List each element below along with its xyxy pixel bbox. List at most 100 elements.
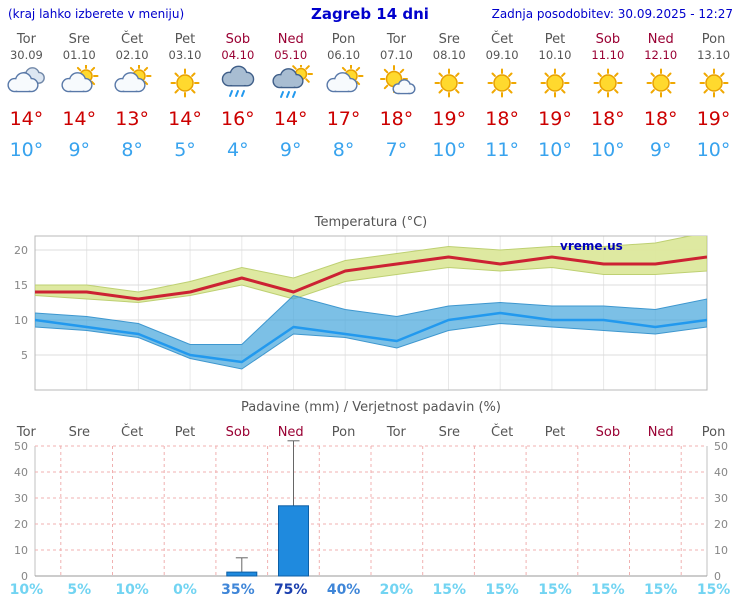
precip-day-label: Tor bbox=[386, 425, 407, 440]
day-name: Pet bbox=[544, 32, 566, 47]
day-name: Sre bbox=[438, 32, 460, 47]
day-max-temp: 19° bbox=[696, 108, 731, 130]
precip-probability: 35% bbox=[221, 582, 255, 598]
precip-probability: 10% bbox=[115, 582, 149, 598]
day-column[interactable]: Pon 06.10 17° 8° bbox=[317, 28, 370, 163]
day-name: Tor bbox=[16, 32, 36, 47]
precip-probability: 15% bbox=[433, 582, 467, 598]
day-min-temp: 11° bbox=[485, 139, 519, 161]
sun-behind-cloud-icon bbox=[317, 63, 370, 105]
svg-text:20: 20 bbox=[14, 518, 28, 531]
tmin-band bbox=[35, 294, 707, 370]
tmax-band bbox=[35, 236, 707, 304]
precip-day-label: Pon bbox=[702, 425, 726, 440]
day-date: 10.10 bbox=[538, 48, 572, 62]
day-min-temp: 7° bbox=[385, 139, 408, 161]
precip-probability: 5% bbox=[67, 582, 91, 598]
last-updated: Zadnja posodobitev: 30.09.2025 - 12:27 bbox=[491, 7, 733, 21]
day-min-temp: 10° bbox=[591, 139, 625, 161]
rain-sun-icon bbox=[264, 62, 317, 105]
day-column[interactable]: Čet 09.10 18° 11° bbox=[476, 28, 529, 163]
day-date: 03.10 bbox=[168, 48, 202, 62]
precip-day-label: Sob bbox=[226, 425, 250, 440]
day-column[interactable]: Sre 01.10 14° 9° bbox=[53, 28, 106, 163]
precip-day-label: Ned bbox=[278, 425, 304, 440]
precip-bar bbox=[226, 571, 258, 577]
svg-text:30: 30 bbox=[714, 492, 728, 505]
day-column[interactable]: Pet 03.10 14° 5° bbox=[159, 28, 212, 163]
svg-text:5: 5 bbox=[21, 349, 28, 362]
day-name: Pet bbox=[174, 32, 196, 47]
precip-day-label: Čet bbox=[491, 424, 513, 440]
day-date: 02.10 bbox=[115, 48, 149, 62]
brand-watermark: vreme.us bbox=[560, 239, 623, 253]
precip-day-label: Pon bbox=[332, 425, 356, 440]
day-min-temp: 9° bbox=[68, 139, 91, 161]
day-max-temp: 13° bbox=[115, 108, 149, 130]
day-name: Ned bbox=[647, 32, 674, 47]
precip-probability: 15% bbox=[591, 582, 625, 598]
precip-day-label: Sre bbox=[69, 425, 90, 440]
day-min-temp: 10° bbox=[538, 139, 572, 161]
day-column[interactable]: Ned 05.10 14° 9° bbox=[264, 28, 317, 163]
precip-day-label: Sre bbox=[439, 425, 460, 440]
precip-day-label: Pet bbox=[545, 425, 565, 440]
precip-day-label: Čet bbox=[121, 424, 143, 440]
precipitation-chart: Padavine (mm) / Verjetnost padavin (%) To… bbox=[10, 400, 731, 598]
day-max-temp: 14° bbox=[273, 108, 308, 130]
day-name: Pon bbox=[701, 32, 726, 47]
day-max-temp: 14° bbox=[62, 108, 97, 130]
day-name: Tor bbox=[386, 32, 406, 47]
sunny-icon bbox=[423, 65, 476, 105]
day-min-temp: 9° bbox=[649, 139, 672, 161]
day-date: 30.09 bbox=[9, 48, 43, 62]
day-name: Čet bbox=[121, 32, 144, 47]
precip-probability: 75% bbox=[274, 582, 308, 598]
day-column[interactable]: Tor 30.09 14° 10° bbox=[0, 28, 53, 163]
day-max-temp: 18° bbox=[643, 108, 678, 130]
day-date: 05.10 bbox=[274, 48, 308, 62]
precip-day-label: Ned bbox=[648, 425, 674, 440]
menu-hint: (kraj lahko izberete v meniju) bbox=[8, 7, 185, 21]
day-column[interactable]: Pon 13.10 19° 10° bbox=[687, 28, 740, 163]
day-date: 12.10 bbox=[644, 48, 678, 62]
precip-probability: 0% bbox=[173, 582, 197, 598]
sunny-icon bbox=[529, 65, 582, 105]
day-min-temp: 10° bbox=[696, 139, 731, 161]
day-column[interactable]: Sob 04.10 16° 4° bbox=[211, 28, 264, 163]
day-max-temp: 16° bbox=[221, 108, 255, 130]
page-header: (kraj lahko izberete v meniju) Zagreb 14… bbox=[0, 4, 740, 26]
precip-day-label: Pet bbox=[175, 425, 195, 440]
day-name: Sob bbox=[225, 32, 251, 47]
day-column[interactable]: Pet 10.10 19° 10° bbox=[529, 28, 582, 163]
temp-chart-title: Temperatura (°C) bbox=[314, 215, 427, 230]
sun-cloud-icon bbox=[370, 65, 423, 105]
precip-probability: 15% bbox=[644, 582, 678, 598]
sun-behind-cloud-icon bbox=[106, 63, 159, 105]
day-column[interactable]: Sre 08.10 19° 10° bbox=[423, 28, 476, 163]
cloudy-icon bbox=[0, 65, 53, 105]
precip-probability: 15% bbox=[538, 582, 572, 598]
day-name: Sob bbox=[595, 32, 621, 47]
day-column[interactable]: Sob 11.10 18° 10° bbox=[581, 28, 634, 163]
precip-probability: 20% bbox=[380, 582, 414, 598]
day-max-temp: 14° bbox=[168, 108, 202, 130]
precip-probability: 15% bbox=[697, 582, 731, 598]
precip-chart-title: Padavine (mm) / Verjetnost padavin (%) bbox=[241, 400, 501, 415]
day-column[interactable]: Ned 12.10 18° 9° bbox=[634, 28, 687, 163]
precip-probability: 40% bbox=[327, 582, 361, 598]
sunny-icon bbox=[476, 65, 529, 105]
day-name: Sre bbox=[68, 32, 90, 47]
precip-day-label: Tor bbox=[16, 425, 37, 440]
svg-text:10: 10 bbox=[714, 544, 728, 557]
day-column[interactable]: Tor 07.10 18° 7° bbox=[370, 28, 423, 163]
tmin-line bbox=[35, 311, 707, 364]
day-column[interactable]: Čet 02.10 13° 8° bbox=[106, 28, 159, 163]
sunny-icon bbox=[581, 65, 634, 105]
day-min-temp: 10° bbox=[432, 139, 467, 161]
precip-day-label: Sob bbox=[596, 425, 620, 440]
day-name: Pon bbox=[331, 32, 356, 47]
sunny-icon bbox=[687, 65, 740, 105]
day-date: 06.10 bbox=[327, 48, 361, 62]
